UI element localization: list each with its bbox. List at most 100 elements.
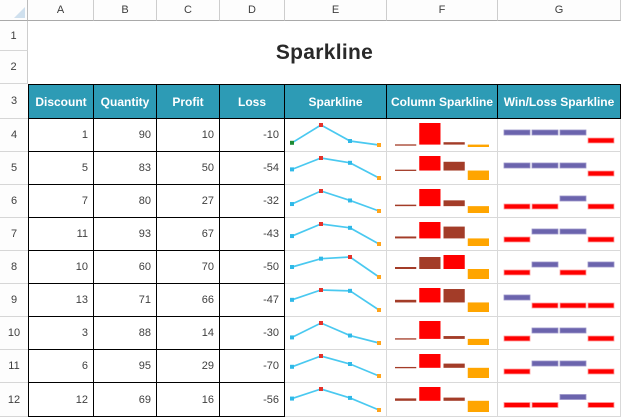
quantity-cell[interactable]: 95 <box>94 350 157 383</box>
table-header-cell[interactable]: Discount <box>28 84 94 119</box>
row-header-1[interactable]: 1 <box>0 21 28 51</box>
row-header-10[interactable]: 10 <box>0 317 28 350</box>
loss-cell[interactable]: -47 <box>220 284 285 317</box>
table-header-cell[interactable]: Quantity <box>94 84 157 119</box>
discount-cell[interactable]: 10 <box>28 251 94 284</box>
winloss-sparkline-cell[interactable] <box>498 185 621 218</box>
loss-cell[interactable]: -32 <box>220 185 285 218</box>
column-sparkline-cell[interactable] <box>387 350 498 383</box>
winloss-sparkline-cell[interactable] <box>498 218 621 251</box>
select-all-corner[interactable] <box>0 0 28 21</box>
column-header-b[interactable]: B <box>94 0 157 21</box>
line-sparkline <box>290 123 381 147</box>
profit-cell[interactable]: 10 <box>157 119 220 152</box>
column-sparkline <box>395 321 489 345</box>
discount-cell[interactable]: 5 <box>28 152 94 185</box>
loss-cell[interactable]: -54 <box>220 152 285 185</box>
quantity-cell[interactable]: 69 <box>94 383 157 417</box>
column-sparkline-cell[interactable] <box>387 185 498 218</box>
table-row: 10 3 88 14 -30 <box>0 317 621 350</box>
line-sparkline <box>290 156 381 180</box>
column-header-g[interactable]: G <box>498 0 621 21</box>
column-sparkline-cell[interactable] <box>387 218 498 251</box>
profit-cell[interactable]: 14 <box>157 317 220 350</box>
sparkline-cell[interactable] <box>285 119 387 152</box>
profit-cell[interactable]: 16 <box>157 383 220 417</box>
sparkline-cell[interactable] <box>285 317 387 350</box>
column-sparkline-cell[interactable] <box>387 383 498 417</box>
loss-cell[interactable]: -56 <box>220 383 285 417</box>
profit-cell[interactable]: 29 <box>157 350 220 383</box>
profit-cell[interactable]: 67 <box>157 218 220 251</box>
discount-cell[interactable]: 1 <box>28 119 94 152</box>
sparkline-cell[interactable] <box>285 218 387 251</box>
loss-cell[interactable]: -10 <box>220 119 285 152</box>
row-header-6[interactable]: 6 <box>0 185 28 218</box>
row-header-5[interactable]: 5 <box>0 152 28 185</box>
winloss-sparkline-cell[interactable] <box>498 251 621 284</box>
sparkline-cell[interactable] <box>285 152 387 185</box>
row-header-3[interactable]: 3 <box>0 84 28 119</box>
quantity-cell[interactable]: 90 <box>94 119 157 152</box>
loss-cell[interactable]: -43 <box>220 218 285 251</box>
column-sparkline-cell[interactable] <box>387 251 498 284</box>
profit-cell[interactable]: 70 <box>157 251 220 284</box>
table-header-cell[interactable]: Column Sparkline <box>387 84 498 119</box>
discount-cell[interactable]: 12 <box>28 383 94 417</box>
sparkline-cell[interactable] <box>285 185 387 218</box>
row-header-12[interactable]: 12 <box>0 383 28 417</box>
column-header-f[interactable]: F <box>387 0 498 21</box>
winloss-sparkline-cell[interactable] <box>498 119 621 152</box>
winloss-sparkline <box>503 394 615 408</box>
discount-cell[interactable]: 13 <box>28 284 94 317</box>
profit-cell[interactable]: 66 <box>157 284 220 317</box>
winloss-sparkline <box>503 261 615 276</box>
discount-cell[interactable]: 3 <box>28 317 94 350</box>
sparkline-cell[interactable] <box>285 383 387 417</box>
sparkline-cell[interactable] <box>285 350 387 383</box>
loss-cell[interactable]: -50 <box>220 251 285 284</box>
discount-cell[interactable]: 6 <box>28 350 94 383</box>
table-header-cell[interactable]: Loss <box>220 84 285 119</box>
row-header-2[interactable]: 2 <box>0 51 28 84</box>
row-header-11[interactable]: 11 <box>0 350 28 383</box>
column-sparkline-cell[interactable] <box>387 119 498 152</box>
winloss-sparkline-cell[interactable] <box>498 284 621 317</box>
row-header-7[interactable]: 7 <box>0 218 28 251</box>
table-header-cell[interactable]: Profit <box>157 84 220 119</box>
column-header-d[interactable]: D <box>220 0 285 21</box>
quantity-cell[interactable]: 71 <box>94 284 157 317</box>
discount-cell[interactable]: 11 <box>28 218 94 251</box>
column-sparkline-cell[interactable] <box>387 152 498 185</box>
profit-cell[interactable]: 50 <box>157 152 220 185</box>
table-header-cell[interactable]: Sparkline <box>285 84 387 119</box>
row-header-4[interactable]: 4 <box>0 119 28 152</box>
column-sparkline-cell[interactable] <box>387 284 498 317</box>
winloss-sparkline <box>503 129 615 144</box>
loss-cell[interactable]: -30 <box>220 317 285 350</box>
sparkline-cell[interactable] <box>285 251 387 284</box>
line-sparkline <box>290 387 381 412</box>
discount-cell[interactable]: 7 <box>28 185 94 218</box>
row-header-8[interactable]: 8 <box>0 251 28 284</box>
row-header-9[interactable]: 9 <box>0 284 28 317</box>
quantity-cell[interactable]: 88 <box>94 317 157 350</box>
winloss-sparkline-cell[interactable] <box>498 383 621 417</box>
profit-cell[interactable]: 27 <box>157 185 220 218</box>
table-header-cell[interactable]: Win/Loss Sparkline <box>498 84 621 119</box>
quantity-cell[interactable]: 80 <box>94 185 157 218</box>
sparkline-cell[interactable] <box>285 284 387 317</box>
loss-cell[interactable]: -70 <box>220 350 285 383</box>
winloss-sparkline-cell[interactable] <box>498 317 621 350</box>
line-sparkline <box>290 222 381 246</box>
quantity-cell[interactable]: 60 <box>94 251 157 284</box>
quantity-cell[interactable]: 93 <box>94 218 157 251</box>
column-sparkline-cell[interactable] <box>387 317 498 350</box>
quantity-cell[interactable]: 83 <box>94 152 157 185</box>
column-header-c[interactable]: C <box>157 0 220 21</box>
winloss-sparkline <box>503 162 615 177</box>
winloss-sparkline-cell[interactable] <box>498 350 621 383</box>
column-header-a[interactable]: A <box>28 0 94 21</box>
winloss-sparkline-cell[interactable] <box>498 152 621 185</box>
column-header-e[interactable]: E <box>285 0 387 21</box>
